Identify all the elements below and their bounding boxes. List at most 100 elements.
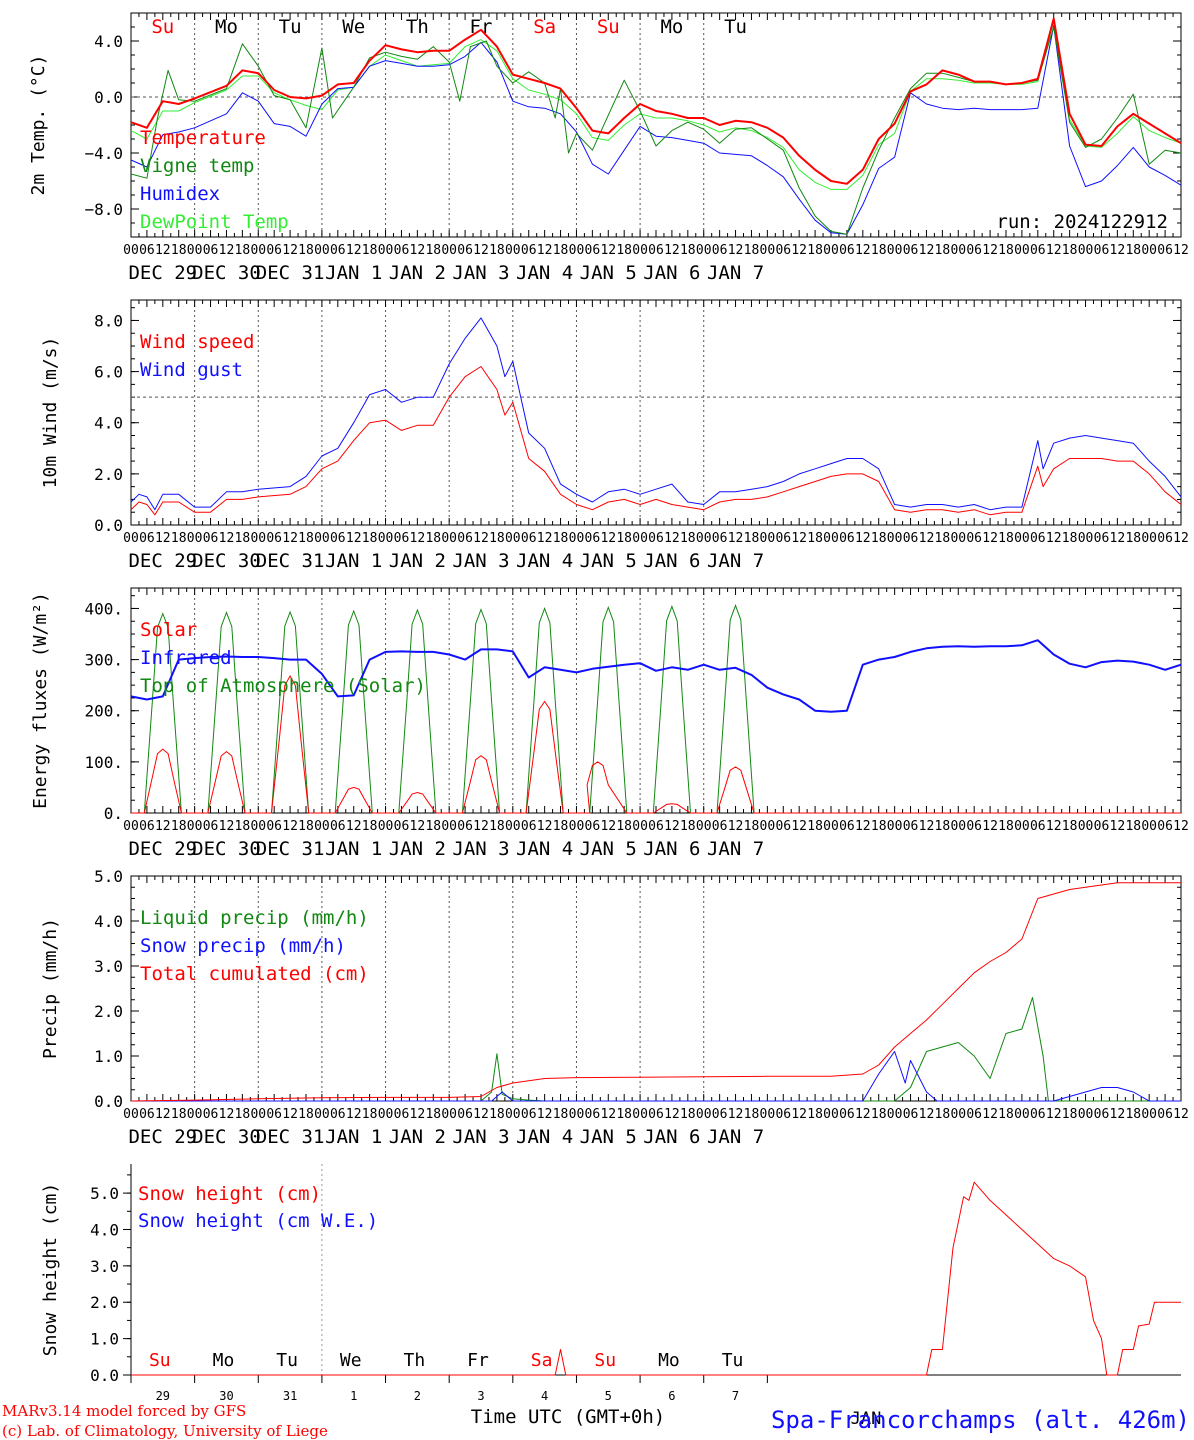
x-hour-label: 00	[187, 243, 203, 258]
x-hour-label: 06	[585, 1107, 601, 1122]
x-day-label: JAN 2	[389, 550, 446, 572]
x-hour-label: 18	[680, 819, 696, 834]
x-hour-label: 00	[696, 819, 712, 834]
x-hour-label: 18	[871, 819, 887, 834]
y-tick-label: 4.0	[94, 32, 123, 51]
x-hour-label: 18	[871, 531, 887, 546]
x-hour-label: 18	[998, 531, 1014, 546]
x-day-label: JAN 5	[580, 262, 637, 284]
x-hour-label: 12	[1110, 1107, 1126, 1122]
x-hour-label: 18	[616, 819, 632, 834]
x-hour-label: 06	[839, 531, 855, 546]
x-hour-label: 00	[123, 243, 139, 258]
run-label: run: 2024122912	[996, 211, 1168, 233]
x-day-label: JAN 1	[325, 1126, 382, 1148]
x-hour-label: 18	[744, 819, 760, 834]
legend-infrared: Infrared	[140, 647, 232, 669]
x-hour-label: 18	[871, 243, 887, 258]
x-hour-label: 12	[219, 531, 235, 546]
x-hour-label: 18	[425, 531, 441, 546]
series-liquid-precip-line	[131, 997, 1181, 1102]
x-day-label: JAN 4	[516, 1126, 573, 1148]
x-hour-label: 18	[998, 243, 1014, 258]
series-temperature-line	[130, 17, 1182, 185]
x-hour-label: 18	[362, 1107, 378, 1122]
y-tick-label: 1.0	[94, 1047, 123, 1066]
x-hour-label: 00	[1141, 819, 1157, 834]
x-hour-label: 00	[1014, 1107, 1030, 1122]
x-hour-label: 00	[187, 1107, 203, 1122]
x-hour-label: 06	[203, 1107, 219, 1122]
x-day-label: JAN 7	[707, 1126, 764, 1148]
x-hour-label: 06	[712, 819, 728, 834]
x-hour-label: 18	[807, 243, 823, 258]
x-hour-label: 06	[648, 819, 664, 834]
x-hour-label: 00	[123, 819, 139, 834]
x-hour-label: 18	[425, 1107, 441, 1122]
x-hour-label: 00	[569, 243, 585, 258]
snow-weekday-label: Tu	[722, 1350, 744, 1371]
x-hour-label: 12	[982, 1107, 998, 1122]
x-hour-label: 18	[553, 531, 569, 546]
x-hour-label: 00	[696, 1107, 712, 1122]
x-day-label: JAN 5	[580, 550, 637, 572]
series-total-cumulated-line	[130, 882, 1181, 1102]
x-hour-label: 06	[712, 243, 728, 258]
x-hour-label: 00	[441, 1107, 457, 1122]
x-hour-label: 06	[712, 1107, 728, 1122]
x-hour-label: 12	[537, 531, 553, 546]
x-hour-label: 12	[1046, 819, 1062, 834]
weekday-label: We	[342, 16, 365, 38]
x-hour-label: 06	[330, 1107, 346, 1122]
y-axis-title: 2m Temp. (°C)	[28, 55, 49, 196]
credit-line-2: (c) Lab. of Climatology, University of L…	[2, 1422, 328, 1440]
x-hour-label: 06	[521, 243, 537, 258]
x-day-label: DEC 31	[256, 262, 325, 284]
x-day-label: JAN 7	[707, 838, 764, 860]
weekday-label: Mo	[215, 16, 238, 38]
snow-day-number: 7	[732, 1389, 739, 1403]
x-hour-label: 12	[410, 819, 426, 834]
y-tick-label: 8.0	[94, 311, 123, 330]
x-hour-label: 00	[823, 531, 839, 546]
x-hour-label: 06	[330, 243, 346, 258]
x-hour-label: 18	[616, 1107, 632, 1122]
x-hour-label: 12	[219, 819, 235, 834]
x-hour-label: 00	[505, 243, 521, 258]
snow-weekday-label: Th	[404, 1350, 426, 1371]
x-hour-label: 00	[696, 531, 712, 546]
x-hour-label: 18	[744, 531, 760, 546]
x-hour-label: 12	[282, 243, 298, 258]
x-hour-label: 00	[1078, 243, 1094, 258]
series-snow-height-line	[131, 1181, 1181, 1376]
x-hour-label: 12	[664, 243, 680, 258]
legend-wind-speed: Wind speed	[140, 331, 254, 353]
series-wind-gust-line	[130, 317, 1182, 511]
y-tick-label: 2.0	[94, 1002, 123, 1021]
x-hour-label: 12	[537, 1107, 553, 1122]
x-hour-label: 12	[473, 243, 489, 258]
x-day-label: JAN 6	[643, 838, 700, 860]
x-hour-label: 12	[1173, 243, 1189, 258]
x-hour-label: 00	[760, 531, 776, 546]
snow-weekday-label: Tu	[276, 1350, 298, 1371]
x-hour-label: 12	[282, 1107, 298, 1122]
x-hour-label: 18	[171, 243, 187, 258]
x-hour-label: 18	[1125, 531, 1141, 546]
x-hour-label: 12	[728, 819, 744, 834]
x-day-label: DEC 30	[192, 838, 261, 860]
legend-total-cumulated-cm: Total cumulated (cm)	[140, 963, 369, 985]
snow-day-number: 2	[414, 1389, 421, 1403]
x-day-label: DEC 29	[128, 838, 197, 860]
x-hour-label: 06	[903, 1107, 919, 1122]
x-day-label: JAN 3	[452, 1126, 509, 1148]
x-hour-label: 18	[1062, 819, 1078, 834]
x-day-label: JAN 6	[643, 262, 700, 284]
x-hour-label: 06	[775, 819, 791, 834]
x-hour-label: 06	[585, 819, 601, 834]
x-hour-label: 00	[632, 1107, 648, 1122]
x-hour-label: 06	[394, 819, 410, 834]
snow-weekday-label: Fr	[467, 1350, 489, 1371]
x-hour-label: 00	[314, 819, 330, 834]
weekday-label: Tu	[279, 16, 302, 38]
